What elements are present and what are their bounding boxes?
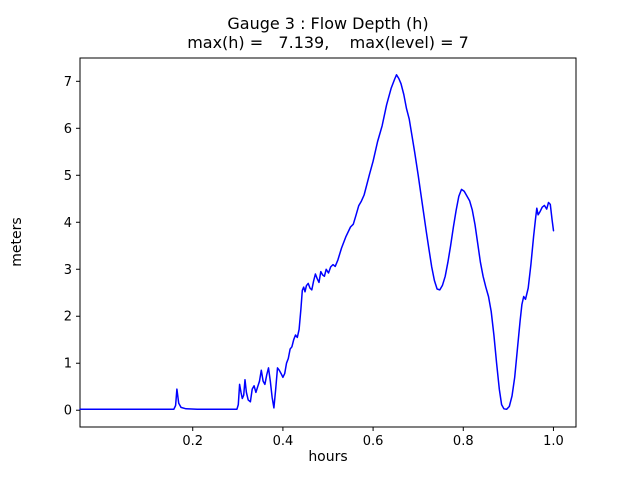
x-axis-label: hours	[308, 449, 348, 465]
y-tick-label: 1	[64, 357, 72, 372]
x-tick-label: 0.2	[182, 434, 203, 449]
x-tick-label: 0.4	[273, 434, 294, 449]
flow-depth-line	[79, 74, 555, 411]
y-tick-label: 0	[64, 404, 72, 419]
y-tick-label: 2	[64, 310, 72, 325]
y-axis-label: meters	[9, 217, 25, 267]
y-tick-label: 5	[64, 169, 72, 184]
y-tick-label: 4	[64, 216, 72, 231]
chart-title: Gauge 3 : Flow Depth (h)	[227, 14, 429, 33]
y-tick-label: 6	[64, 122, 72, 137]
x-tick-label: 0.8	[453, 434, 474, 449]
chart-subtitle: max(h) = 7.139, max(level) = 7	[187, 33, 469, 52]
x-tick-label: 0.6	[363, 434, 384, 449]
axes-frame	[79, 57, 577, 428]
x-tick-label: 1.0	[543, 434, 564, 449]
y-tick-label: 3	[64, 263, 72, 278]
y-tick-label: 7	[64, 75, 72, 90]
